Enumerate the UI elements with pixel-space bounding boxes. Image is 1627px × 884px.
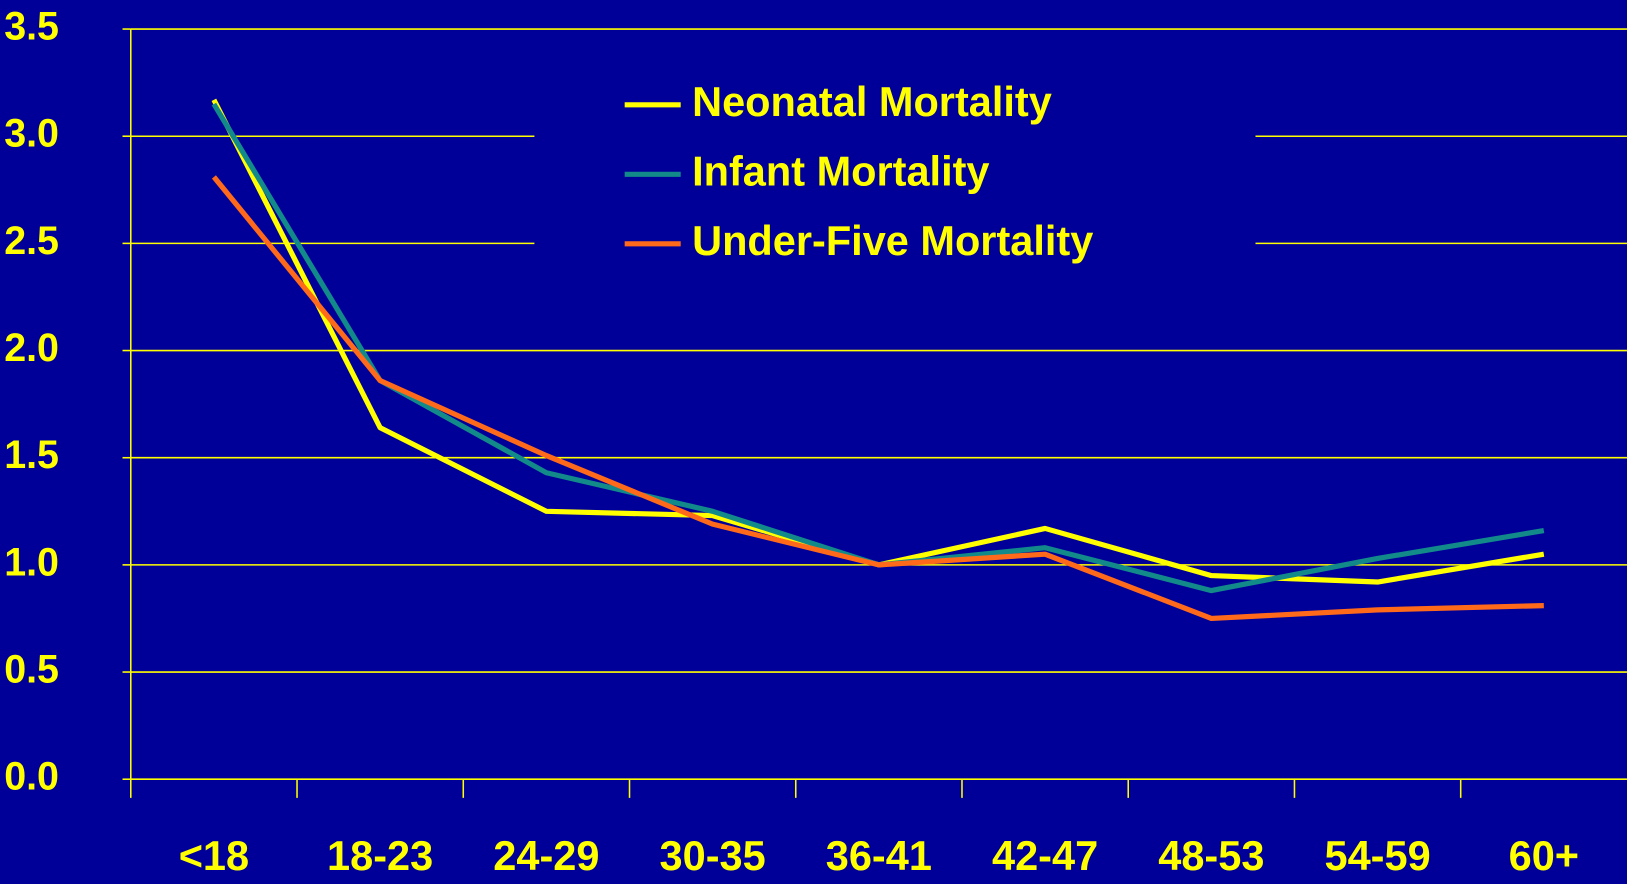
- legend-label: Infant Mortality: [692, 147, 989, 194]
- x-tick-label: <18: [179, 832, 249, 879]
- x-tick-label: 48-53: [1158, 832, 1264, 879]
- x-tick-label: 54-59: [1325, 832, 1431, 879]
- y-tick-label: 2.5: [4, 219, 59, 263]
- x-tick-label: 42-47: [992, 832, 1098, 879]
- y-tick-label: 0.0: [4, 755, 59, 799]
- x-tick-label: 36-41: [826, 832, 932, 879]
- y-tick-label: 3.5: [4, 4, 59, 48]
- y-tick-label: 2.0: [4, 326, 59, 370]
- series-line: [211, 175, 1544, 622]
- y-tick-label: 1.5: [4, 433, 59, 477]
- y-tick-label: 0.5: [4, 647, 59, 691]
- legend-background: [534, 64, 1256, 272]
- legend-label: Under-Five Mortality: [692, 217, 1093, 264]
- x-tick-label: 24-29: [493, 832, 599, 879]
- x-tick-label: 18-23: [327, 832, 433, 879]
- legend-label: Neonatal Mortality: [692, 78, 1052, 125]
- y-tick-label: 1.0: [4, 540, 59, 584]
- x-tick-label: 30-35: [660, 832, 766, 879]
- x-tick-label: 60+: [1509, 832, 1579, 879]
- y-tick-label: 3.0: [4, 112, 59, 156]
